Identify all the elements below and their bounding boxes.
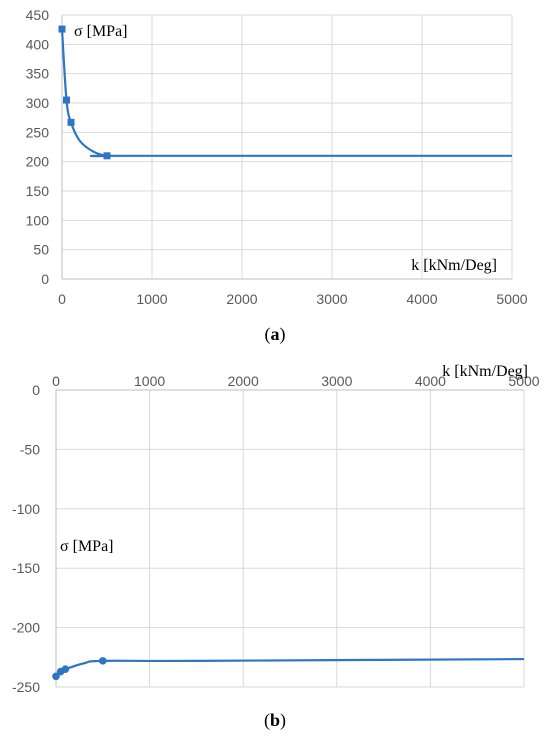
x-tick-label: 3000 <box>316 291 347 307</box>
x-tick-label: 2000 <box>226 291 257 307</box>
grid-b <box>56 389 525 688</box>
data-point <box>63 96 70 104</box>
series-line <box>60 29 512 158</box>
x-tick-label: 4000 <box>415 373 446 389</box>
y-tick-label: -100 <box>12 501 40 517</box>
y-tick-label: -250 <box>12 679 40 695</box>
tick-labels-a: 0 1000 2000 3000 4000 5000 0 50 100 150 200 250 300 3… <box>26 7 528 307</box>
axes-a <box>61 15 512 280</box>
y-axis-label-a: σ [MPa] <box>74 23 128 40</box>
x-tick-label: 5000 <box>496 291 527 307</box>
y-tick-label: 150 <box>26 183 50 199</box>
data-point <box>58 25 66 33</box>
x-tick-label: 5000 <box>508 373 539 389</box>
caption-b: (b) <box>264 710 286 731</box>
y-tick-label: -150 <box>12 560 40 576</box>
x-axis-label-b: k [kNm/Deg] <box>442 363 528 380</box>
x-tick-label: 2000 <box>228 373 259 389</box>
grid-a <box>62 14 513 280</box>
y-tick-label: 100 <box>26 212 50 228</box>
series-a <box>58 25 512 160</box>
series-b <box>52 657 525 681</box>
y-tick-label: 250 <box>26 124 50 140</box>
y-tick-label: 300 <box>26 95 50 111</box>
x-tick-label: 3000 <box>321 373 352 389</box>
chart-panel-a: 0 1000 2000 3000 4000 5000 0 50 100 150 200 250 300 3… <box>26 7 528 307</box>
data-point <box>67 118 75 126</box>
tick-labels-b: 0 1000 2000 3000 4000 5000 0 -50 -100 -150 -200 -25… <box>12 373 540 695</box>
y-tick-label: 50 <box>33 242 49 258</box>
y-tick-label: 450 <box>26 7 50 23</box>
caption-a-letter: a <box>271 324 280 344</box>
x-tick-label: 4000 <box>406 291 437 307</box>
data-point <box>61 665 70 673</box>
x-axis-label-a: k [kNm/Deg] <box>411 257 497 274</box>
chart-panel-b: 0 1000 2000 3000 4000 5000 0 -50 -100 -150 -200 -25… <box>12 363 540 695</box>
y-tick-label: 350 <box>26 66 50 82</box>
y-tick-label: -200 <box>12 620 40 636</box>
data-point <box>52 672 60 681</box>
y-tick-label: 0 <box>41 271 49 287</box>
y-tick-label: -50 <box>20 441 40 457</box>
caption-a: (a) <box>265 324 286 345</box>
caption-b-letter: b <box>270 710 280 730</box>
x-tick-label: 0 <box>58 291 66 307</box>
data-point <box>103 152 111 160</box>
x-tick-label: 1000 <box>136 291 167 307</box>
y-tick-label: 0 <box>32 382 40 398</box>
axes-b <box>55 389 524 687</box>
y-axis-label-b: σ [MPa] <box>60 538 114 555</box>
x-tick-label: 0 <box>52 373 60 389</box>
series-line <box>55 657 525 678</box>
y-tick-label: 400 <box>26 36 50 52</box>
x-tick-label: 1000 <box>134 373 165 389</box>
data-point <box>99 657 107 665</box>
y-tick-label: 200 <box>26 154 50 170</box>
